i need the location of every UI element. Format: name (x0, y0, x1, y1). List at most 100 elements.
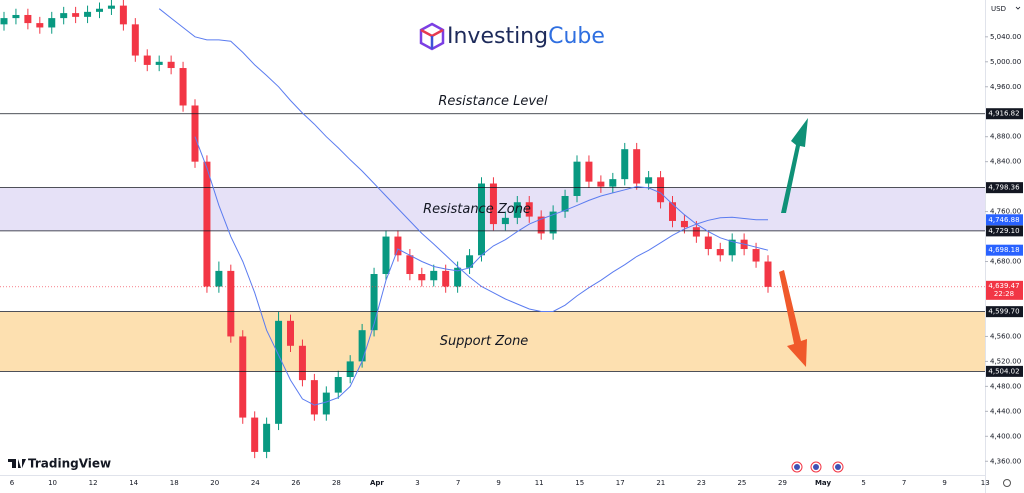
candle-body (501, 217, 509, 225)
candle-body (143, 55, 151, 65)
candle-body (131, 24, 139, 56)
logo: InvestingCube (419, 22, 605, 51)
candle-body (12, 14, 20, 19)
y-tick-label: 4,400.00 (990, 432, 1021, 440)
candle-body (215, 270, 223, 287)
candle-body (621, 149, 629, 180)
candle-body (728, 239, 736, 256)
x-tick-label: 15 (575, 479, 584, 487)
x-tick-label: 9 (942, 479, 946, 487)
x-tick-label: 21 (656, 479, 665, 487)
y-tick-label: 4,520.00 (990, 357, 1021, 365)
zone-name: Support Zone (440, 334, 529, 349)
up-arrow (781, 118, 808, 213)
x-tick-label: 25 (737, 479, 746, 487)
y-tick-label: 4,360.00 (990, 457, 1021, 465)
y-tick-label: 4,480.00 (990, 382, 1021, 390)
currency: USD (991, 5, 1006, 13)
candle-body (513, 202, 521, 218)
candle-body (442, 270, 450, 287)
candle-body (418, 274, 426, 281)
y-tick-label: 4,560.00 (990, 332, 1021, 340)
candle-body (322, 392, 330, 415)
candle-body (72, 13, 80, 17)
logo-part: Investing (447, 24, 548, 49)
last-price-box (986, 280, 1023, 300)
logo-part: Cube (548, 24, 605, 49)
resistance-name: Resistance Level (438, 94, 548, 109)
x-tick-label: 11 (535, 479, 544, 487)
level-box (986, 182, 1023, 194)
level-label: 4,599.70 (988, 308, 1019, 316)
settings-icon[interactable] (1003, 479, 1011, 487)
x-tick-label: 6 (10, 479, 15, 487)
level-box (986, 225, 1023, 237)
candle-body (525, 202, 533, 217)
level-box (986, 108, 1023, 120)
candle-body (48, 18, 56, 28)
candle-body (167, 61, 175, 69)
candle-body (346, 361, 354, 378)
logo-text: InvestingCube (447, 24, 605, 49)
candle-body (597, 181, 605, 187)
x-tick-label: 23 (697, 479, 706, 487)
candle-body (358, 330, 366, 362)
countdown: 22:28 (994, 290, 1014, 298)
candle-body (334, 377, 342, 393)
x-tick-label: 3 (415, 479, 419, 487)
y-tick-label: 4,440.00 (990, 407, 1021, 415)
candle-body (645, 177, 653, 184)
x-tick-label: 26 (291, 479, 300, 487)
down-arrow (779, 270, 807, 367)
currency-dropdown[interactable] (1015, 6, 1021, 10)
candle-body (394, 236, 402, 256)
candle-body (155, 61, 163, 65)
candle-body (298, 345, 306, 381)
x-tick-label: 18 (170, 479, 179, 487)
y-tick-label: 4,840.00 (990, 158, 1021, 166)
candle-body (60, 13, 68, 19)
level-box (986, 306, 1023, 318)
candle-body (716, 249, 724, 256)
x-tick-label: 10 (48, 479, 57, 487)
candle-body (96, 8, 103, 12)
x-tick-label: 28 (332, 479, 341, 487)
candle-body (0, 18, 8, 25)
y-tick-label: 4,960.00 (990, 83, 1021, 91)
level-box (986, 365, 1023, 377)
candle-body (382, 236, 390, 275)
event-icons[interactable] (791, 461, 844, 473)
candle-body (227, 270, 235, 337)
y-tick-label: 4,680.00 (990, 258, 1021, 266)
candle-body (370, 274, 378, 331)
x-tick-label: 24 (251, 479, 260, 487)
candle-body (478, 183, 485, 256)
level-label: 4,916.82 (988, 110, 1019, 118)
candle-body (752, 249, 760, 262)
moving-average (194, 136, 769, 406)
candle-body (657, 177, 665, 203)
candle-body (263, 423, 271, 452)
ma-label: 4,698.18 (988, 246, 1019, 254)
candle-body (609, 179, 617, 187)
x-tick-label: 20 (210, 479, 219, 487)
candle-body (537, 216, 545, 234)
candle-body (692, 227, 700, 237)
candle-body (549, 211, 557, 234)
candle-body (310, 380, 318, 415)
y-tick-label: 5,000.00 (990, 58, 1021, 66)
candle-body (84, 11, 92, 17)
candle-body (239, 336, 247, 418)
zone-name: Resistance Zone (423, 202, 531, 217)
ma-box (986, 214, 1023, 226)
candle-body (203, 161, 211, 287)
ma-box (986, 244, 1023, 256)
level-label: 4,504.02 (988, 367, 1019, 375)
candle-body (191, 105, 199, 162)
ma-label: 4,746.88 (988, 216, 1019, 224)
y-tick-label: 5,040.00 (990, 33, 1021, 41)
candle-body (406, 255, 414, 275)
candle-body (585, 161, 593, 182)
